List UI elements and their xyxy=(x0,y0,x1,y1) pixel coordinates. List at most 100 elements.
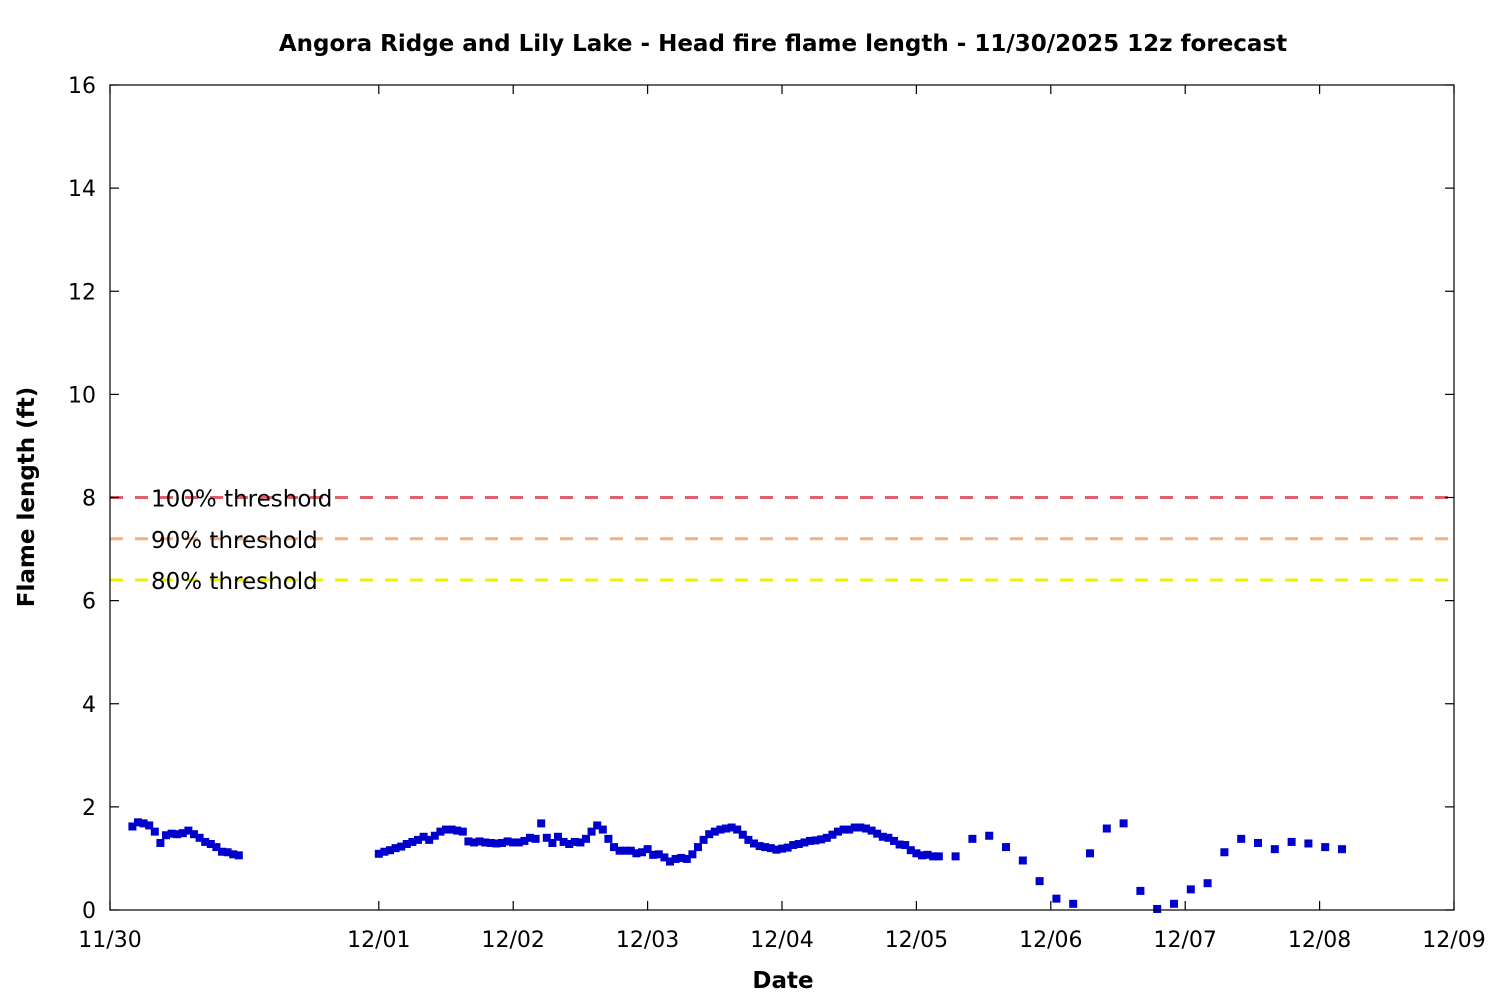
threshold-label: 80% threshold xyxy=(151,569,318,595)
data-point xyxy=(134,818,142,827)
data-point xyxy=(873,829,882,838)
data-point xyxy=(470,838,478,847)
data-point xyxy=(173,830,182,839)
data-point xyxy=(1270,845,1279,854)
data-point xyxy=(626,846,635,855)
data-point xyxy=(570,837,579,846)
data-point xyxy=(1338,845,1346,854)
data-point xyxy=(150,827,159,836)
data-point xyxy=(671,854,680,863)
data-point xyxy=(1170,899,1178,908)
data-point xyxy=(895,840,904,849)
data-point xyxy=(862,824,870,833)
data-point xyxy=(234,851,243,860)
data-point xyxy=(374,849,383,858)
x-tick-label: 12/04 xyxy=(750,928,813,953)
data-point xyxy=(201,837,210,846)
data-point xyxy=(906,846,915,855)
data-point xyxy=(436,827,445,836)
x-tick-label: 12/09 xyxy=(1422,928,1485,953)
data-point xyxy=(559,837,568,846)
data-point xyxy=(890,836,898,845)
data-point xyxy=(722,824,730,833)
data-point xyxy=(1119,819,1128,828)
data-point xyxy=(582,834,590,843)
data-point xyxy=(548,838,557,847)
data-point xyxy=(666,857,674,866)
y-axis-label: Flame length (ft) xyxy=(14,387,40,607)
data-point xyxy=(380,847,389,856)
x-tick-label: 12/02 xyxy=(481,928,544,953)
data-point xyxy=(1304,839,1313,848)
data-point xyxy=(1254,838,1262,847)
data-point xyxy=(1203,879,1212,888)
data-point xyxy=(968,834,977,843)
data-point xyxy=(509,838,518,847)
data-point xyxy=(694,843,702,852)
data-point xyxy=(537,819,546,828)
data-point xyxy=(464,837,473,846)
threshold-labels: 100% threshold 90% threshold 80% threshold xyxy=(151,487,332,596)
data-point xyxy=(1287,837,1296,846)
data-point xyxy=(486,838,495,847)
x-tick-label: 12/05 xyxy=(885,928,948,953)
data-point xyxy=(414,835,422,844)
data-point xyxy=(789,841,798,850)
data-point xyxy=(598,825,607,834)
data-point xyxy=(386,846,394,855)
x-axis-label: Date xyxy=(752,968,813,994)
data-point xyxy=(503,837,512,846)
data-point xyxy=(1136,886,1145,895)
chart-title: Angora Ridge and Lily Lake - Head fire f… xyxy=(279,31,1287,57)
data-point xyxy=(1002,843,1010,852)
data-point xyxy=(934,852,943,861)
y-tick-label: 6 xyxy=(82,590,96,615)
data-point xyxy=(878,832,887,841)
data-point xyxy=(638,848,646,857)
data-point xyxy=(206,840,215,848)
data-point xyxy=(1052,894,1061,903)
data-point xyxy=(688,850,697,859)
data-point xyxy=(442,825,450,834)
data-point xyxy=(408,837,417,846)
data-point xyxy=(800,838,809,847)
data-point xyxy=(632,849,641,858)
data-point xyxy=(783,843,792,852)
data-point xyxy=(162,831,170,840)
x-tick-label: 12/01 xyxy=(347,928,410,953)
data-point xyxy=(766,844,775,853)
data-point xyxy=(716,825,725,834)
data-point xyxy=(391,844,400,853)
data-point xyxy=(705,830,714,839)
data-point xyxy=(178,829,187,838)
data-point xyxy=(447,825,456,834)
y-tick-label: 10 xyxy=(68,383,96,408)
axis-ticks: 11/30 12/01 12/02 12/03 12/04 12/05 12/06 12/07… xyxy=(68,74,1486,953)
data-point xyxy=(526,833,534,842)
data-point xyxy=(156,838,165,847)
data-point xyxy=(710,827,719,836)
x-tick-label: 12/08 xyxy=(1288,928,1351,953)
data-point xyxy=(139,819,148,828)
threshold-label: 100% threshold xyxy=(151,487,332,513)
data-point xyxy=(458,827,467,836)
data-point xyxy=(1102,824,1111,833)
data-point xyxy=(794,840,803,848)
data-point xyxy=(761,843,770,852)
data-points xyxy=(128,818,1346,913)
y-tick-label: 0 xyxy=(82,899,96,924)
data-point xyxy=(1153,904,1162,913)
data-point xyxy=(649,850,658,859)
data-point xyxy=(929,852,938,861)
data-point xyxy=(1237,834,1246,843)
data-point xyxy=(145,821,154,830)
data-point xyxy=(828,830,837,839)
data-point xyxy=(419,832,428,841)
data-point xyxy=(951,852,960,861)
data-point xyxy=(817,835,826,844)
y-tick-label: 14 xyxy=(68,177,96,202)
data-point xyxy=(587,827,596,836)
data-point xyxy=(822,833,831,842)
data-point xyxy=(520,836,529,845)
